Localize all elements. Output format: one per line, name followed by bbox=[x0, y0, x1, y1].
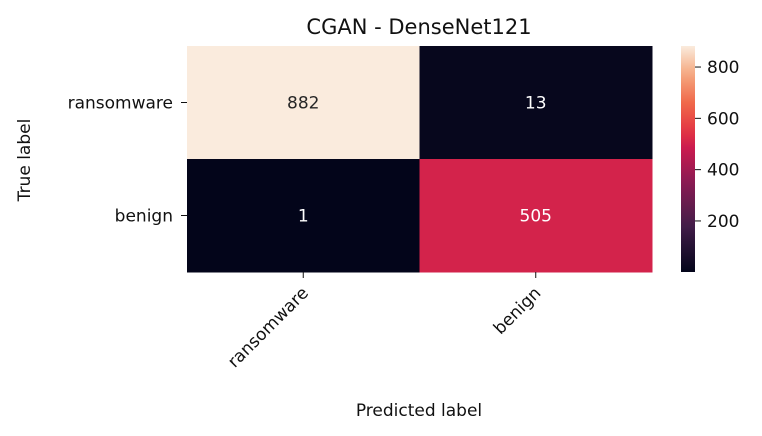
colorbar-tick-label: 400 bbox=[707, 161, 739, 181]
colorbar bbox=[681, 46, 695, 272]
colorbar-tick-label: 600 bbox=[707, 109, 739, 129]
heatmap-cell bbox=[419, 46, 653, 160]
colorbar-tick-label: 800 bbox=[707, 58, 739, 78]
colorbar-ticks: 200 400 600 800 bbox=[695, 58, 739, 232]
y-tick-label: benign bbox=[115, 207, 173, 227]
y-tick-labels: ransomware benign bbox=[68, 94, 187, 227]
y-axis-label: True label bbox=[15, 119, 35, 203]
y-tick-label: ransomware bbox=[68, 94, 173, 114]
heatmap-cells: 882 13 1 505 bbox=[187, 46, 653, 273]
colorbar-tick-label: 200 bbox=[707, 212, 739, 232]
x-axis-label: Predicted label bbox=[356, 401, 482, 421]
cell-value-label: 505 bbox=[520, 207, 552, 227]
cell-value-label: 1 bbox=[298, 207, 309, 227]
heatmap-cell bbox=[419, 159, 653, 273]
cell-value-label: 13 bbox=[525, 94, 547, 114]
heatmap-cell bbox=[187, 159, 420, 273]
heatmap-cell bbox=[187, 46, 420, 160]
chart-title: CGAN - DenseNet121 bbox=[306, 15, 531, 39]
cell-value-label: 882 bbox=[287, 94, 319, 114]
